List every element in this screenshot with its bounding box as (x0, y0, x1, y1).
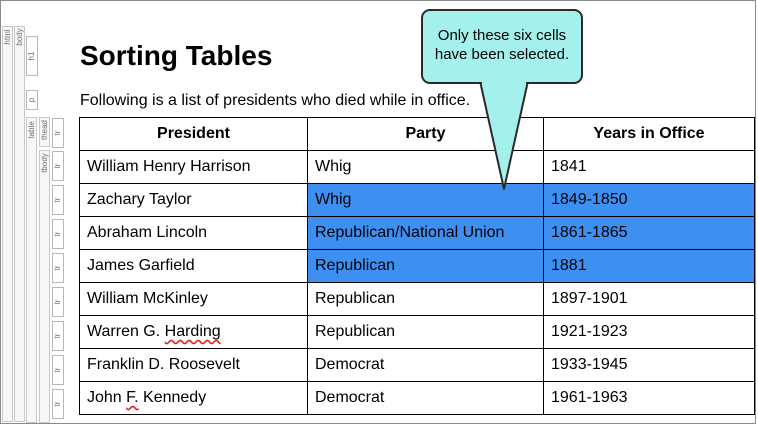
tag-tr-row-6[interactable]: tr (52, 321, 64, 351)
tag-tr-row-1[interactable]: tr (52, 151, 64, 181)
cell-president[interactable]: Zachary Taylor (79, 183, 308, 217)
table-row: Warren G. Harding Republican 1921-1923 (79, 315, 755, 349)
table-row: James Garfield Republican 1881 (79, 249, 755, 283)
tag-body-bar[interactable]: body (14, 26, 25, 422)
cell-president[interactable]: Abraham Lincoln (79, 216, 308, 250)
cell-years[interactable]: 1897-1901 (543, 282, 755, 316)
cell-years[interactable]: 1961-1963 (543, 381, 755, 415)
cell-party[interactable]: Democrat (307, 381, 544, 415)
tag-table-bar[interactable]: table (26, 117, 37, 423)
cell-president[interactable]: William McKinley (79, 282, 308, 316)
tag-p-box[interactable]: p (26, 90, 38, 110)
cell-party[interactable]: Republican (307, 315, 544, 349)
tag-tr-row-4[interactable]: tr (52, 253, 64, 283)
table-row: Abraham Lincoln Republican/National Unio… (79, 216, 755, 250)
cell-party[interactable]: Democrat (307, 348, 544, 382)
tag-tbody-bar[interactable]: tbody (39, 150, 50, 423)
table-body: William Henry Harrison Whig 1841 Zachary… (79, 150, 755, 415)
cell-president[interactable]: William Henry Harrison (79, 150, 308, 184)
table-row: Zachary Taylor Whig 1849-1850 (79, 183, 755, 217)
selected-cell-party[interactable]: Republican (307, 249, 544, 283)
tag-html-bar[interactable]: html (2, 26, 13, 422)
callout-line-2: have been selected. (434, 46, 570, 63)
callout-box: Only these six cells have been selected. (421, 9, 583, 84)
cell-years[interactable]: 1841 (543, 150, 755, 184)
spellcheck-text: John F. Kennedy (87, 389, 207, 406)
spellcheck-underline: F. (126, 389, 139, 406)
callout-line-1: Only these six cells (437, 27, 567, 44)
selected-cell-party[interactable]: Republican/National Union (307, 216, 544, 250)
table-row: John F. Kennedy Democrat 1961-1963 (79, 381, 755, 415)
cell-president[interactable]: John F. Kennedy (79, 381, 308, 415)
spellcheck-underline: Harding (164, 323, 221, 340)
table-row: William McKinley Republican 1897-1901 (79, 282, 755, 316)
cell-president[interactable]: Warren G. Harding (79, 315, 308, 349)
tag-tr-row-8[interactable]: tr (52, 389, 64, 419)
table-row: Franklin D. Roosevelt Democrat 1933-1945 (79, 348, 755, 382)
cell-president[interactable]: James Garfield (79, 249, 308, 283)
header-president[interactable]: President (79, 117, 308, 151)
tag-tr-thead[interactable]: tr (52, 118, 64, 148)
selected-cell-years[interactable]: 1849-1850 (543, 183, 755, 217)
tag-thead-bar[interactable]: thead (39, 117, 50, 147)
tag-h1-box[interactable]: h1 (26, 36, 38, 76)
tag-tr-row-2[interactable]: tr (52, 185, 64, 215)
tag-tr-row-3[interactable]: tr (52, 219, 64, 249)
cell-years[interactable]: 1933-1945 (543, 348, 755, 382)
page-title: Sorting Tables (80, 40, 273, 71)
selected-cell-years[interactable]: 1881 (543, 249, 755, 283)
intro-paragraph: Following is a list of presidents who di… (80, 92, 471, 109)
tag-tr-row-5[interactable]: tr (52, 287, 64, 317)
table-row: William Henry Harrison Whig 1841 (79, 150, 755, 184)
spellcheck-text: Warren G. Harding (87, 323, 221, 340)
tag-tr-row-7[interactable]: tr (52, 355, 64, 385)
